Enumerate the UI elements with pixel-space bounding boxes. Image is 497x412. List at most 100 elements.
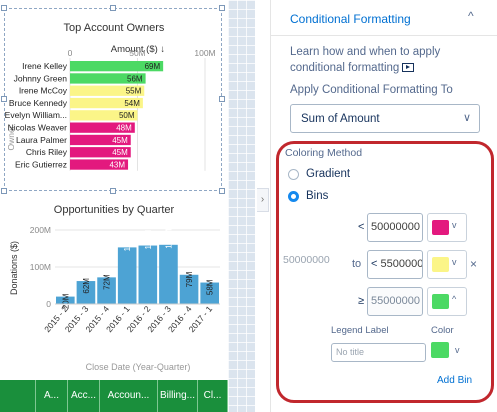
bin-2-lower-value: 50000000 bbox=[283, 254, 330, 266]
gradient-label: Gradient bbox=[306, 168, 351, 180]
chevron-down-icon[interactable]: v bbox=[455, 345, 460, 355]
legend-label-title: Legend Label bbox=[331, 325, 389, 336]
resize-handle[interactable] bbox=[219, 188, 225, 194]
video-icon bbox=[402, 63, 415, 72]
bar bbox=[70, 159, 129, 170]
add-bin-button[interactable]: Add Bin bbox=[437, 375, 473, 386]
chart-title-top-owners: Top Account Owners bbox=[63, 22, 165, 34]
data-label: 158M bbox=[144, 229, 153, 249]
category-label: Johnny Green bbox=[14, 73, 68, 83]
bin-2-value: 55000000 bbox=[380, 258, 423, 270]
category-label: Evelyn William... bbox=[5, 110, 67, 120]
bar bbox=[179, 274, 199, 304]
y-tick-label: 0 bbox=[46, 299, 51, 309]
learn-text[interactable]: Learn how and when to apply conditional … bbox=[290, 46, 441, 74]
legend-color-title: Color bbox=[431, 325, 454, 336]
data-label: 72M bbox=[103, 274, 112, 290]
resize-handle[interactable] bbox=[1, 96, 7, 102]
y-axis-label: Donations ($) bbox=[9, 241, 19, 295]
bin-2-to-label: to bbox=[352, 258, 362, 270]
bin-2-color-picker[interactable]: v bbox=[427, 250, 467, 279]
resize-handle[interactable] bbox=[219, 96, 225, 102]
category-label: Chris Riley bbox=[26, 147, 68, 157]
bar bbox=[200, 282, 219, 304]
legend-label-input[interactable]: No title bbox=[331, 343, 426, 362]
table-column-header[interactable]: Acc... bbox=[68, 380, 100, 412]
bar bbox=[70, 85, 145, 96]
data-label: 55M bbox=[126, 87, 142, 96]
bar bbox=[70, 122, 135, 133]
bar bbox=[97, 277, 116, 304]
chart-title-opps-by-quarter: Opportunities by Quarter bbox=[53, 204, 175, 216]
table-column-header[interactable]: Accoun... bbox=[100, 380, 158, 412]
bin-1-operator: < bbox=[358, 221, 365, 233]
gradient-radio[interactable] bbox=[288, 169, 299, 180]
conditional-formatting-header[interactable]: Conditional Formatting ^ bbox=[271, 0, 497, 36]
x-axis-label: Amount ($) ↓ bbox=[111, 44, 165, 55]
bar bbox=[138, 245, 158, 304]
bar bbox=[70, 61, 164, 72]
collapse-panel-button[interactable]: › bbox=[257, 188, 269, 212]
chevron-up-icon[interactable]: ^ bbox=[468, 9, 474, 23]
data-label: 69M bbox=[145, 62, 161, 71]
coloring-method-highlight bbox=[276, 141, 494, 403]
data-label: 62M bbox=[82, 278, 91, 294]
data-label: 58M bbox=[206, 279, 215, 295]
bin-1-color-picker[interactable]: v bbox=[427, 213, 467, 242]
coloring-method-label: Coloring Method bbox=[285, 147, 363, 159]
bar bbox=[70, 110, 138, 121]
bar bbox=[117, 247, 137, 304]
bin-3-value-input[interactable]: 55000000 bbox=[367, 287, 423, 316]
bin-3-operator: ≥ bbox=[358, 295, 365, 307]
chevron-down-icon: ∨ bbox=[462, 112, 471, 124]
x-axis-label: Close Date (Year-Quarter) bbox=[86, 362, 191, 372]
y-tick-label: 200M bbox=[30, 225, 51, 235]
bin-3-color-picker[interactable]: ^ bbox=[427, 287, 467, 316]
resize-handle[interactable] bbox=[110, 188, 116, 194]
x-tick-label: 0 bbox=[68, 48, 73, 58]
category-label: Bruce Kennedy bbox=[9, 98, 68, 108]
data-label: 43M bbox=[109, 160, 125, 169]
x-tick-label: 50M bbox=[129, 48, 146, 58]
apply-to-value: Sum of Amount bbox=[301, 113, 380, 125]
legend-color-swatch[interactable] bbox=[431, 342, 449, 358]
data-label: 48M bbox=[116, 124, 132, 133]
category-label: Irene McCoy bbox=[19, 86, 68, 96]
resize-handle[interactable] bbox=[1, 188, 7, 194]
bar bbox=[70, 134, 131, 146]
bins-label: Bins bbox=[306, 190, 329, 202]
bin-2-value-input[interactable]: < 55000000 bbox=[367, 250, 423, 279]
chevron-down-icon: v bbox=[452, 220, 457, 230]
data-label: 79M bbox=[185, 271, 194, 287]
data-label: 153M bbox=[123, 231, 132, 251]
bar bbox=[76, 281, 96, 304]
section-title: Conditional Formatting bbox=[290, 12, 411, 26]
bin-1-value-input[interactable]: 50000000 bbox=[367, 213, 423, 242]
remove-bin-icon[interactable]: × bbox=[470, 257, 478, 271]
dashboard-canvas: Top Account Owners Amount ($) ↓ 0 50M 100M O… bbox=[0, 0, 228, 412]
apply-to-select[interactable]: Sum of Amount ∨ bbox=[290, 104, 480, 133]
learn-link[interactable]: Learn how and when to apply conditional … bbox=[290, 44, 490, 76]
apply-to-label: Apply Conditional Formatting To bbox=[290, 84, 453, 96]
resize-handle[interactable] bbox=[1, 5, 7, 11]
bin-2-color-swatch bbox=[432, 257, 449, 272]
bin-3-color-swatch bbox=[432, 294, 449, 309]
table-header: A... Acc... Accoun... Billing... Cl... bbox=[0, 380, 228, 412]
bins-radio[interactable] bbox=[288, 191, 299, 202]
category-label: Nicolas Weaver bbox=[8, 123, 68, 133]
data-label: 45M bbox=[112, 136, 128, 145]
y-axis-label: Owner bbox=[6, 125, 16, 150]
data-label: 56M bbox=[127, 74, 143, 83]
properties-panel: Conditional Formatting ^ Learn how and w… bbox=[270, 0, 497, 412]
table-column-header[interactable]: A... bbox=[36, 380, 68, 412]
table-column-header[interactable]: Cl... bbox=[198, 380, 228, 412]
resize-handle[interactable] bbox=[219, 5, 225, 11]
resize-handle[interactable] bbox=[110, 5, 116, 11]
data-label: 54M bbox=[124, 99, 140, 108]
top-owners-chart[interactable]: Amount ($) ↓ 0 50M 100M Owner Irene Kelley 69M… bbox=[0, 38, 228, 208]
y-tick-label: 100M bbox=[30, 262, 51, 272]
table-column-header[interactable]: Billing... bbox=[158, 380, 198, 412]
bar bbox=[56, 296, 75, 304]
bar bbox=[70, 147, 131, 158]
